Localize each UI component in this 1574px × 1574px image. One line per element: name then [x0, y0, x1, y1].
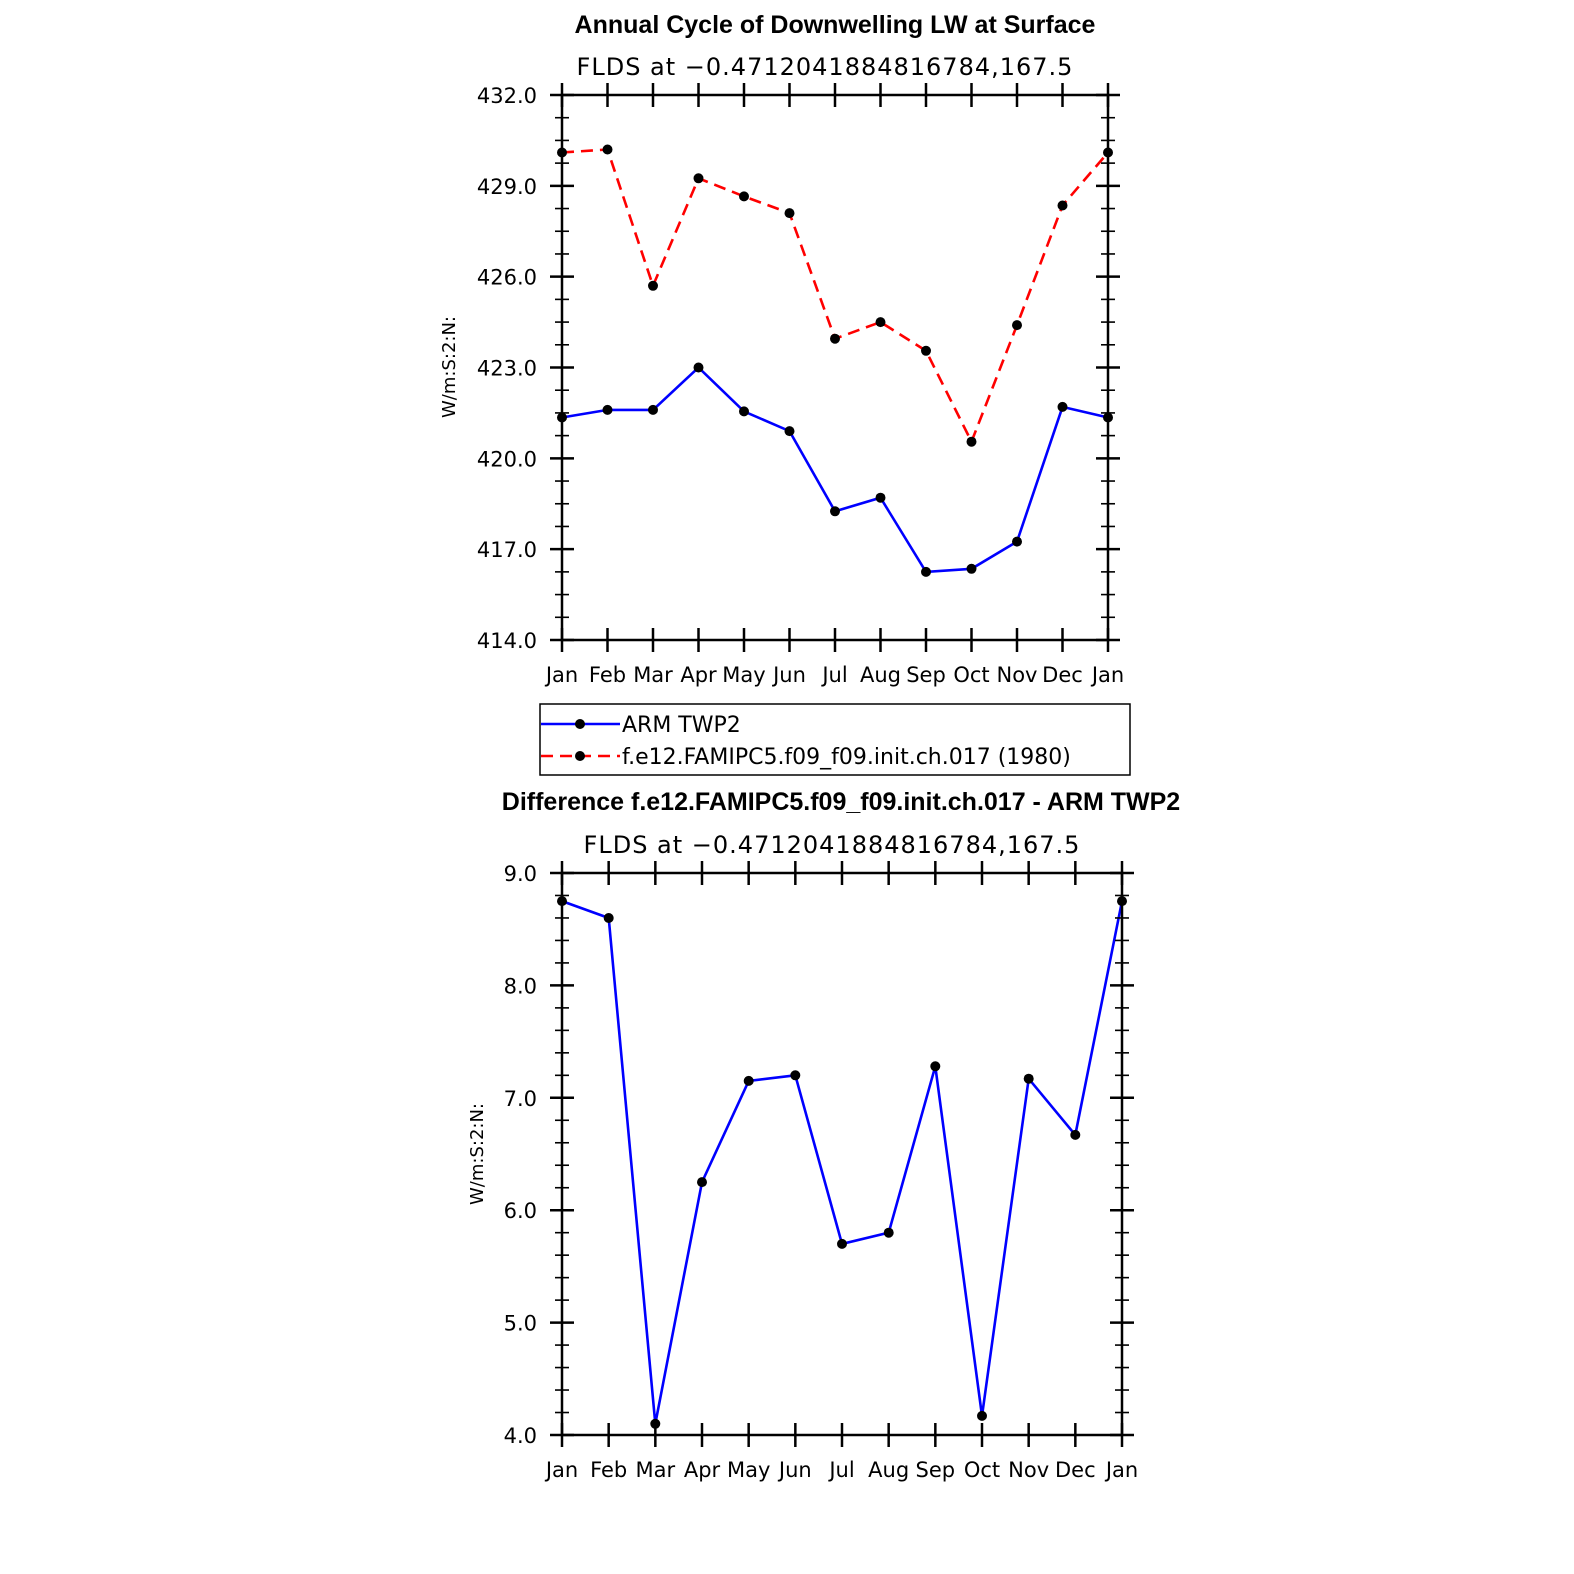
data-point-s0-3: [693, 362, 704, 373]
chart-title: Annual Cycle of Downwelling LW at Surfac…: [575, 11, 1096, 39]
data-point-s0-7: [883, 1227, 894, 1238]
data-point-s1-1: [602, 144, 613, 155]
x-tick-label-4: May: [727, 1458, 770, 1482]
annual-cycle-chart: Annual Cycle of Downwelling LW at Surfac…: [439, 11, 1131, 776]
x-tick-label-6: Jul: [827, 1458, 854, 1482]
legend-marker-model: [575, 751, 585, 761]
y-tick-label-1: 417.0: [477, 538, 537, 562]
data-point-s0-9: [966, 563, 977, 574]
x-tick-label-12: Jan: [1090, 663, 1124, 687]
series-line-0: [561, 365, 1109, 574]
y-tick-label-0: 414.0: [477, 629, 537, 653]
data-point-s0-10: [1012, 536, 1022, 547]
y-tick-label-4: 426.0: [477, 266, 537, 290]
data-point-s1-7: [875, 317, 886, 328]
data-point-s0-4: [743, 1075, 754, 1086]
data-point-s0-10: [1023, 1073, 1034, 1084]
data-point-s1-2: [648, 280, 658, 291]
x-tick-label-11: Dec: [1042, 663, 1083, 687]
data-point-s1-9: [966, 436, 977, 447]
data-point-s0-3: [697, 1177, 707, 1188]
x-tick-label-0: Jan: [544, 1458, 578, 1482]
data-point-s0-5: [790, 1070, 801, 1081]
plot-area: 414.0 417.0 420.0 423.0 426.0 429.0 432.0 Jan Fe…: [477, 83, 1124, 687]
plot-area: 4.0 5.0 6.0 7.0 8.0 9.0 Jan Feb Mar Apr May Jun Jul A…: [504, 861, 1138, 1482]
x-tick-label-5: Jun: [771, 663, 806, 687]
x-tick-label-11: Dec: [1055, 1458, 1096, 1482]
data-point-s1-10: [1012, 320, 1022, 331]
plot-frame: [560, 93, 1110, 642]
y-tick-label-6: 432.0: [477, 84, 537, 108]
data-point-s1-11: [1057, 200, 1068, 211]
chart-subtitle: FLDS at −0.4712041884816784,167.5: [584, 831, 1081, 859]
y-tick-label-5: 9.0: [504, 862, 537, 886]
x-tick-label-8: Sep: [906, 663, 946, 687]
legend: ARM TWP2 f.e12.FAMIPC5.f09_f09.init.ch.0…: [539, 703, 1131, 776]
data-point-s1-8: [921, 345, 931, 356]
chart-title: Difference f.e12.FAMIPC5.f09_f09.init.ch…: [502, 788, 1180, 816]
x-tick-label-0: Jan: [544, 663, 578, 687]
x-tick-label-10: Nov: [1008, 1458, 1049, 1482]
data-point-s0-11: [1057, 401, 1068, 412]
y-tick-label-3: 423.0: [477, 357, 537, 381]
x-tick-label-5: Jun: [777, 1458, 812, 1482]
data-point-s0-11: [1070, 1129, 1081, 1140]
data-point-s0-1: [602, 404, 613, 415]
y-tick-label-3: 7.0: [504, 1087, 537, 1111]
x-tick-label-10: Nov: [997, 663, 1038, 687]
series-line-1: [561, 148, 1109, 445]
x-tick-label-9: Oct: [964, 1458, 1000, 1482]
x-tick-label-2: Mar: [633, 663, 673, 687]
plot-frame: [560, 871, 1124, 1437]
y-tick-label-2: 6.0: [504, 1199, 537, 1223]
data-point-s0-7: [875, 492, 886, 503]
data-point-s1-4: [739, 191, 749, 202]
data-point-s0-5: [784, 426, 795, 437]
chart-subtitle: FLDS at −0.4712041884816784,167.5: [577, 53, 1074, 81]
x-tick-label-8: Sep: [916, 1458, 956, 1482]
x-tick-label-12: Jan: [1104, 1458, 1138, 1482]
x-tick-label-9: Oct: [953, 663, 989, 687]
x-tick-label-3: Apr: [680, 663, 717, 687]
x-tick-label-6: Jul: [820, 663, 847, 687]
legend-marker-arm-twp2: [575, 719, 585, 729]
series-line-0: [561, 899, 1124, 1425]
x-tick-label-2: Mar: [636, 1458, 676, 1482]
legend-label-arm-twp2: ARM TWP2: [622, 713, 741, 738]
data-point-s0-1: [603, 913, 614, 923]
data-point-s0-8: [930, 1061, 941, 1072]
data-point-s1-5: [784, 208, 795, 219]
data-point-s1-3: [693, 173, 704, 184]
x-tick-label-4: May: [722, 663, 765, 687]
x-tick-label-3: Apr: [684, 1458, 721, 1482]
data-point-s0-4: [739, 406, 749, 417]
data-point-s0-6: [830, 506, 840, 517]
data-point-s0-6: [837, 1238, 847, 1249]
x-tick-label-1: Feb: [590, 1458, 627, 1482]
difference-chart: Difference f.e12.FAMIPC5.f09_f09.init.ch…: [467, 788, 1180, 1482]
data-point-s0-2: [648, 404, 658, 415]
y-axis-label: W/m:S:2:N:: [467, 1103, 488, 1205]
legend-box: [539, 703, 1131, 776]
y-axis-label: W/m:S:2:N:: [439, 316, 460, 418]
legend-label-model: f.e12.FAMIPC5.f09_f09.init.ch.017 (1980): [622, 745, 1071, 770]
data-point-s0-8: [921, 566, 931, 577]
x-tick-label-7: Aug: [868, 1458, 909, 1482]
y-tick-label-2: 420.0: [477, 447, 537, 471]
data-point-s0-9: [977, 1410, 987, 1421]
y-tick-label-4: 8.0: [504, 974, 537, 998]
y-tick-label-5: 429.0: [477, 175, 537, 199]
y-tick-label-1: 5.0: [504, 1312, 537, 1336]
x-tick-label-1: Feb: [589, 663, 626, 687]
data-point-s1-6: [830, 333, 840, 344]
x-tick-label-7: Aug: [860, 663, 901, 687]
y-tick-label-0: 4.0: [504, 1424, 537, 1448]
